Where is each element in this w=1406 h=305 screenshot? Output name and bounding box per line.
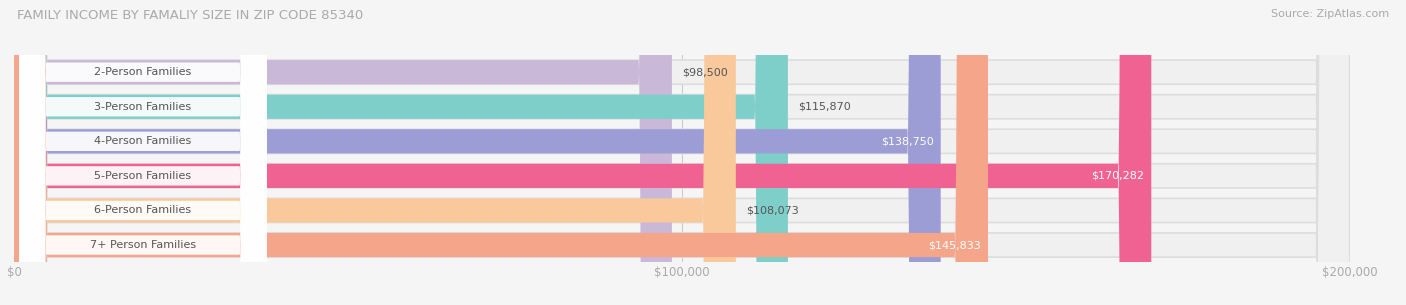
Text: 6-Person Families: 6-Person Families [94, 206, 191, 215]
FancyBboxPatch shape [14, 0, 672, 305]
FancyBboxPatch shape [14, 0, 1350, 305]
FancyBboxPatch shape [20, 0, 267, 305]
FancyBboxPatch shape [20, 0, 267, 305]
Text: 3-Person Families: 3-Person Families [94, 102, 191, 112]
Text: $98,500: $98,500 [682, 67, 728, 77]
Text: 4-Person Families: 4-Person Families [94, 136, 191, 146]
Text: FAMILY INCOME BY FAMALIY SIZE IN ZIP CODE 85340: FAMILY INCOME BY FAMALIY SIZE IN ZIP COD… [17, 9, 363, 22]
Text: 5-Person Families: 5-Person Families [94, 171, 191, 181]
FancyBboxPatch shape [20, 0, 267, 305]
Text: $145,833: $145,833 [928, 240, 981, 250]
FancyBboxPatch shape [14, 0, 1350, 305]
FancyBboxPatch shape [14, 0, 1152, 305]
FancyBboxPatch shape [14, 0, 1350, 305]
FancyBboxPatch shape [14, 0, 941, 305]
FancyBboxPatch shape [14, 0, 1350, 305]
Text: $170,282: $170,282 [1091, 171, 1144, 181]
FancyBboxPatch shape [14, 0, 1350, 305]
FancyBboxPatch shape [14, 0, 988, 305]
Text: 2-Person Families: 2-Person Families [94, 67, 191, 77]
Text: $108,073: $108,073 [747, 206, 799, 215]
FancyBboxPatch shape [20, 0, 267, 305]
Text: $115,870: $115,870 [799, 102, 852, 112]
FancyBboxPatch shape [14, 0, 1350, 305]
Text: 7+ Person Families: 7+ Person Families [90, 240, 195, 250]
Text: $138,750: $138,750 [882, 136, 934, 146]
Text: Source: ZipAtlas.com: Source: ZipAtlas.com [1271, 9, 1389, 19]
FancyBboxPatch shape [14, 0, 735, 305]
FancyBboxPatch shape [20, 0, 267, 305]
FancyBboxPatch shape [14, 0, 787, 305]
FancyBboxPatch shape [20, 0, 267, 305]
